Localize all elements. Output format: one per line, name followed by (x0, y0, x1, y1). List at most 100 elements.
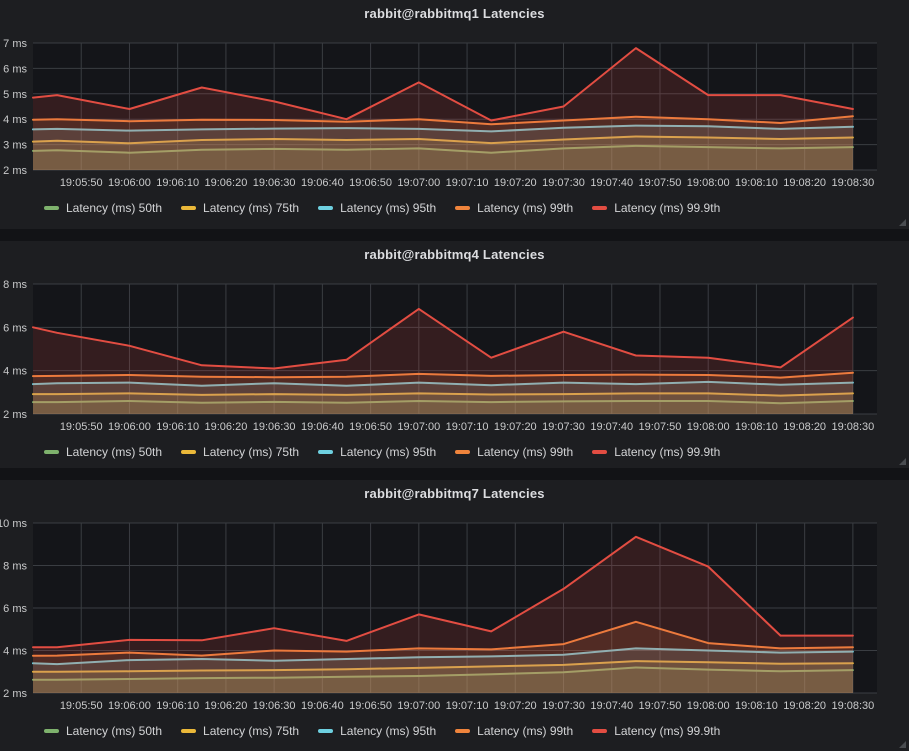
x-tick-label: 19:07:40 (590, 177, 633, 189)
x-tick-label: 19:07:00 (397, 421, 440, 433)
y-tick-label: 3 ms (3, 140, 27, 152)
latency-chart-rabbitmq1[interactable]: 7 ms 6 ms 5 ms 4 ms 3 ms 2 ms 19:05:50 19:06:00… (0, 0, 909, 196)
legend-item-75th[interactable]: Latency (ms) 75th (181, 445, 299, 459)
series-areas (32, 307, 854, 414)
legend-color-swatch (318, 206, 334, 210)
legend-item-99.9th[interactable]: Latency (ms) 99.9th (592, 201, 720, 215)
latency-chart-rabbitmq7[interactable]: 10 ms 8 ms 6 ms 4 ms 2 ms 19:05:50 19:06:00 19:… (0, 480, 909, 719)
panel-rabbitmq4-latencies: 8 ms 6 ms 4 ms 2 ms 19:05:50 19:06:00 19:06:10… (0, 241, 909, 468)
x-tick-label: 19:07:40 (590, 421, 633, 433)
latency-chart-rabbitmq4[interactable]: 8 ms 6 ms 4 ms 2 ms 19:05:50 19:06:00 19:06:10… (0, 241, 909, 440)
x-tick-label: 19:07:00 (397, 177, 440, 189)
x-tick-label: 19:07:20 (494, 700, 537, 712)
legend-item-50th[interactable]: Latency (ms) 50th (44, 445, 162, 459)
y-tick-label: 2 ms (3, 409, 27, 421)
x-tick-label: 19:06:20 (205, 177, 248, 189)
y-tick-label: 6 ms (3, 63, 27, 75)
legend-item-99th[interactable]: Latency (ms) 99th (455, 445, 573, 459)
x-tick-label: 19:07:20 (494, 421, 537, 433)
panel-title[interactable]: rabbit@rabbitmq4 Latencies (364, 247, 545, 262)
x-tick-label: 19:07:00 (397, 700, 440, 712)
legend-label: Latency (ms) 50th (66, 445, 163, 459)
legend-item-95th[interactable]: Latency (ms) 95th (318, 445, 436, 459)
y-tick-label: 2 ms (3, 165, 27, 177)
legend-label: Latency (ms) 75th (203, 201, 300, 215)
panel-resize-handle[interactable] (899, 458, 906, 465)
legend-item-95th[interactable]: Latency (ms) 95th (318, 201, 436, 215)
x-tick-label: 19:07:50 (639, 421, 682, 433)
legend-color-swatch (44, 206, 59, 210)
panel-resize-handle[interactable] (899, 741, 906, 748)
legend-item-99.9th[interactable]: Latency (ms) 99.9th (592, 445, 720, 459)
series-areas (32, 535, 854, 693)
x-tick-label: 19:07:40 (590, 700, 633, 712)
x-tick-label: 19:08:20 (783, 421, 826, 433)
x-tick-label: 19:08:20 (783, 700, 826, 712)
y-tick-label: 7 ms (3, 38, 27, 50)
legend-color-swatch (318, 729, 334, 733)
x-tick-label: 19:07:30 (542, 177, 585, 189)
legend-item-75th[interactable]: Latency (ms) 75th (181, 201, 299, 215)
plot-area (33, 284, 877, 414)
y-tick-label: 6 ms (3, 322, 27, 334)
grid (33, 283, 877, 415)
legend-color-swatch (181, 206, 197, 210)
x-tick-label: 19:08:10 (735, 421, 778, 433)
x-tick-label: 19:06:20 (205, 421, 248, 433)
x-tick-label: 19:05:50 (60, 421, 103, 433)
panel-rabbitmq1-latencies: 7 ms 6 ms 5 ms 4 ms 3 ms 2 ms 19:05:50 19:06:00… (0, 0, 909, 229)
y-tick-label: 10 ms (0, 518, 27, 530)
y-tick-label: 8 ms (3, 279, 27, 291)
legend-color-swatch (181, 450, 197, 454)
legend-color-swatch (592, 206, 608, 210)
panel-resize-handle[interactable] (899, 219, 906, 226)
x-tick-label: 19:08:30 (831, 700, 874, 712)
legend-item-99.9th[interactable]: Latency (ms) 99.9th (592, 724, 720, 738)
legend-item-50th[interactable]: Latency (ms) 50th (44, 724, 162, 738)
x-tick-label: 19:06:00 (108, 421, 151, 433)
x-tick-label: 19:06:00 (108, 700, 151, 712)
legend-label: Latency (ms) 95th (340, 724, 437, 738)
legend-label: Latency (ms) 99.9th (614, 724, 721, 738)
x-tick-label: 19:08:10 (735, 177, 778, 189)
legend-label: Latency (ms) 99th (477, 724, 574, 738)
panel-title[interactable]: rabbit@rabbitmq7 Latencies (364, 486, 545, 501)
legend-label: Latency (ms) 50th (66, 724, 163, 738)
x-tick-label: 19:06:50 (349, 177, 392, 189)
legend-color-swatch (318, 450, 334, 454)
x-tick-label: 19:06:00 (108, 177, 151, 189)
legend-item-50th[interactable]: Latency (ms) 50th (44, 201, 162, 215)
x-tick-label: 19:06:30 (253, 421, 296, 433)
legend-label: Latency (ms) 99th (477, 445, 574, 459)
legend-label: Latency (ms) 99.9th (614, 201, 721, 215)
x-tick-label: 19:06:40 (301, 177, 344, 189)
legend-label: Latency (ms) 95th (340, 445, 437, 459)
x-tick-label: 19:06:30 (253, 700, 296, 712)
x-tick-label: 19:07:10 (446, 700, 489, 712)
y-tick-label: 5 ms (3, 89, 27, 101)
y-tick-label: 6 ms (3, 603, 27, 615)
legend-item-99th[interactable]: Latency (ms) 99th (455, 201, 573, 215)
x-tick-label: 19:07:50 (639, 700, 682, 712)
legend-color-swatch (44, 450, 59, 454)
x-tick-label: 19:07:30 (542, 700, 585, 712)
x-tick-label: 19:06:50 (349, 700, 392, 712)
legend-color-swatch (455, 450, 471, 454)
x-tick-label: 19:08:20 (783, 177, 826, 189)
legend-item-95th[interactable]: Latency (ms) 95th (318, 724, 436, 738)
legend-label: Latency (ms) 75th (203, 445, 300, 459)
chart-legend: Latency (ms) 50th Latency (ms) 75th Latenc… (44, 724, 739, 738)
legend-color-swatch (181, 729, 197, 733)
x-tick-label: 19:08:10 (735, 700, 778, 712)
panel-title[interactable]: rabbit@rabbitmq1 Latencies (364, 6, 545, 21)
x-tick-label: 19:06:10 (156, 177, 199, 189)
grid (33, 522, 877, 694)
legend-item-99th[interactable]: Latency (ms) 99th (455, 724, 573, 738)
chart-legend: Latency (ms) 50th Latency (ms) 75th Latenc… (44, 445, 739, 459)
x-tick-label: 19:08:00 (687, 700, 730, 712)
legend-item-75th[interactable]: Latency (ms) 75th (181, 724, 299, 738)
series-areas (32, 47, 854, 170)
x-tick-label: 19:08:30 (831, 421, 874, 433)
x-tick-label: 19:05:50 (60, 700, 103, 712)
